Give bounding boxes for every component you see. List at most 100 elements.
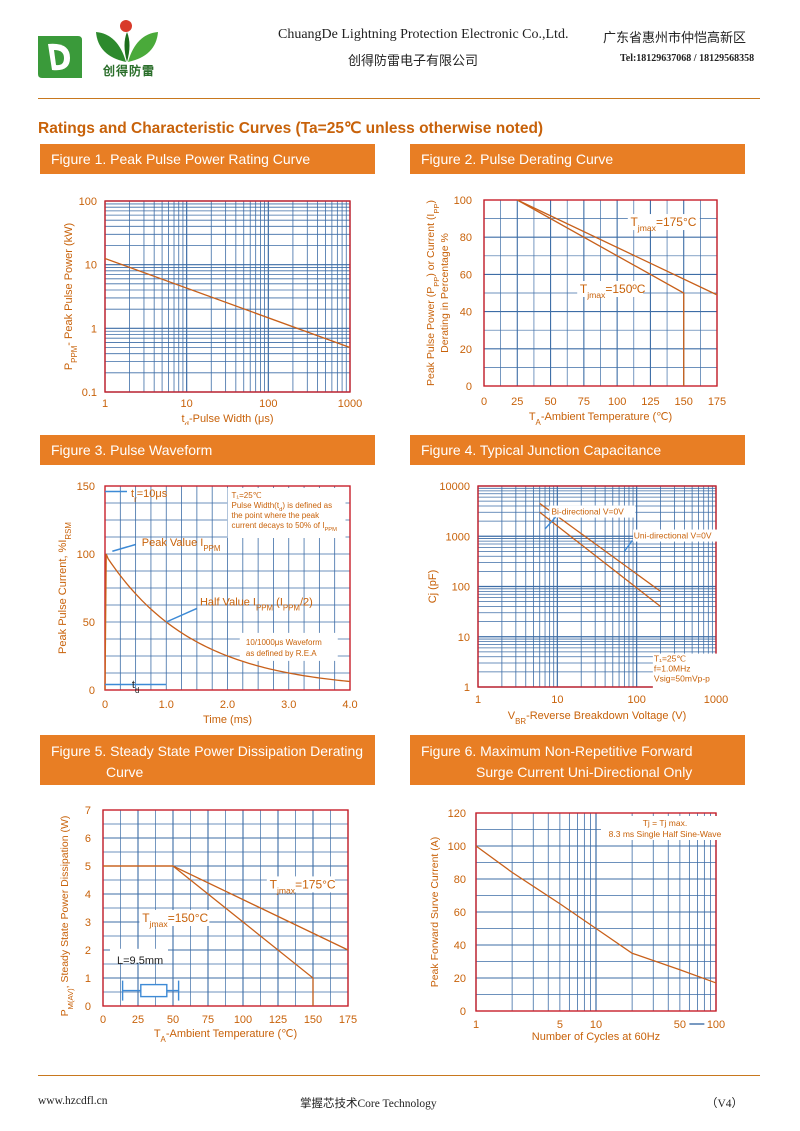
annotation-tjmax-175-part: jmax xyxy=(276,885,296,895)
figure-2-chart: 0 25 50 75 100 125 150 175020406080100TA-Ambien… xyxy=(425,195,726,425)
note-line-part: Pulse Width(t xyxy=(232,501,280,510)
x-axis-label: Time (ms) xyxy=(203,714,252,726)
y-axis-label-line2: Derating in Percentage % xyxy=(439,233,451,353)
y-tick-label: 1000 xyxy=(446,531,470,543)
x-axis-label-part: T xyxy=(529,411,536,423)
footer-website[interactable]: www.hzcdfl.cn xyxy=(38,1095,108,1107)
annotation-tjmax-150-part: =150°C xyxy=(168,911,209,925)
figure-4-header: Figure 4. Typical Junction Capacitance xyxy=(410,435,745,465)
x-tick-label: 175 xyxy=(708,396,726,408)
annotation-tjmax-175-part: =175°C xyxy=(295,877,336,891)
y-tick-label: 60 xyxy=(454,907,466,919)
y-axis-label-part: Peak Pulse Power (P xyxy=(425,287,437,386)
y-axis-label-part: RSM xyxy=(64,522,73,540)
wave-note-2: as defined by R.E.A xyxy=(246,649,317,658)
annotation-td-part: d xyxy=(135,686,139,695)
series-line-2 xyxy=(516,199,685,386)
annotation-bg xyxy=(266,876,335,893)
brand-name: 创得防雷 xyxy=(103,64,156,78)
note-box xyxy=(227,488,346,538)
x-tick-label: 100 xyxy=(707,1019,725,1031)
x-tick-label: 50 xyxy=(544,396,556,408)
series-line-2 xyxy=(103,865,314,1006)
note-line: current decays to 50% of IPPM xyxy=(232,521,338,533)
annotation-peak: Peak Value IPPM xyxy=(142,537,221,553)
x-axis-label-part: V xyxy=(508,710,516,722)
x-tick-label: 175 xyxy=(339,1014,357,1026)
y-tick-label: 100 xyxy=(452,582,470,594)
annotation-tr: tr=10μs xyxy=(131,488,168,504)
x-tick-label: 5 xyxy=(557,1019,563,1031)
x-axis-label: VBR-Reverse Breakdown Voltage (V) xyxy=(508,710,687,726)
x-tick-label: 0 xyxy=(481,396,487,408)
plot-frame xyxy=(104,485,351,691)
y-tick-label: 0.1 xyxy=(82,387,97,399)
figure-4-chart: Bi-directional V=0V Uni-directional V=0V T… xyxy=(427,481,728,726)
plot-frame xyxy=(104,200,351,393)
figure-6-header: Figure 6. Maximum Non-Repetitive Forward… xyxy=(410,735,745,785)
figure-6-title-line2: Surge Current Uni-Directional Only xyxy=(476,764,693,780)
series-line xyxy=(104,257,351,349)
x-tick-label: 10 xyxy=(590,1019,602,1031)
y-axis-label-part: ) xyxy=(425,200,437,204)
y-axis-label-part: P xyxy=(59,1009,71,1016)
x-tick-label: 100 xyxy=(259,398,277,410)
footer-slogan: 掌握芯技术Core Technology xyxy=(300,1098,437,1110)
x-axis-label-part: -Ambient Temperature (℃) xyxy=(541,411,672,423)
y-tick-label: 0 xyxy=(466,381,472,393)
half-arrow-icon xyxy=(165,607,198,623)
header-divider xyxy=(38,98,760,99)
annotation-half-part: (I xyxy=(273,597,283,609)
x-tick-label: 3.0 xyxy=(281,699,296,711)
y-tick-label: 20 xyxy=(454,973,466,985)
logo-leaves-icon xyxy=(96,20,158,62)
company-phone: Tel:18129637068 / 18129568358 xyxy=(620,53,755,64)
x-tick-label: 150 xyxy=(675,396,693,408)
y-tick-label: 4 xyxy=(85,889,91,901)
x-tick-label: 25 xyxy=(132,1014,144,1026)
y-axis-label: Peak Forward Surve Current (A) xyxy=(429,837,441,988)
legend-arrow-icon xyxy=(544,516,557,530)
annotation-bg xyxy=(110,948,168,963)
annotation-tjmax-150: Tjmax=150ºC xyxy=(580,282,646,300)
y-axis-label: Peak Pulse Current, %IRSM xyxy=(57,522,73,654)
annotation-bg xyxy=(577,281,644,297)
x-tick-label: 2.0 xyxy=(220,699,235,711)
annotation-peak-part: PPM xyxy=(203,543,220,552)
footer-divider xyxy=(38,1075,760,1076)
annotation-lead-length: L=9.5mm xyxy=(117,955,163,967)
note-line-part: d xyxy=(279,507,282,513)
series-line-1 xyxy=(539,502,661,592)
y-tick-label: 7 xyxy=(85,805,91,817)
x-tick-label: 75 xyxy=(578,396,590,408)
y-axis-label-part: PP xyxy=(432,277,441,287)
y-axis-label-part: PP xyxy=(432,203,441,213)
x-axis-label-part: BR xyxy=(515,717,526,726)
y-tick-label: 60 xyxy=(460,269,472,281)
y-tick-label: 1 xyxy=(464,682,470,694)
y-axis-label-part: PPM xyxy=(70,346,79,363)
x-tick-label: 1 xyxy=(102,398,108,410)
peak-arrow-icon xyxy=(112,543,136,552)
figure-5-title-line2: Curve xyxy=(106,764,144,780)
note-line: T₁=25℃ xyxy=(654,654,686,664)
y-tick-label: 2 xyxy=(85,945,91,957)
figure-6-chart: Tj = Tj max.8.3 ms Single Half Sine-Wave… xyxy=(429,808,727,1043)
annotation-tjmax-150-part: T xyxy=(142,911,150,925)
annotation-tjmax-175-part: T xyxy=(270,877,278,891)
series-line-1 xyxy=(517,199,718,296)
x-axis-label-part: T xyxy=(154,1028,161,1040)
figure-3-header: Figure 3. Pulse Waveform xyxy=(40,435,375,465)
annotation-tr-part: =10μs xyxy=(137,488,168,500)
annotation-tr-part: r xyxy=(134,494,137,503)
company-name-cn: 创得防雷电子有限公司 xyxy=(348,54,479,69)
x-tick-label: 1 xyxy=(475,694,481,706)
figure-6-title-line1: Figure 6. Maximum Non-Repetitive Forward xyxy=(421,743,693,759)
annotation-tjmax-175-part: jmax xyxy=(637,223,657,233)
company-name-en: ChuangDe Lightning Protection Electronic… xyxy=(278,27,569,42)
annotation-tjmax-150-part: =150ºC xyxy=(605,282,645,296)
company-address: 广东省惠州市仲恺高新区 xyxy=(603,31,747,46)
figure-5-title-line1: Figure 5. Steady State Power Dissipation… xyxy=(51,743,364,759)
x-tick-label: 100 xyxy=(608,396,626,408)
annotation-half-part: PPM xyxy=(256,603,273,612)
